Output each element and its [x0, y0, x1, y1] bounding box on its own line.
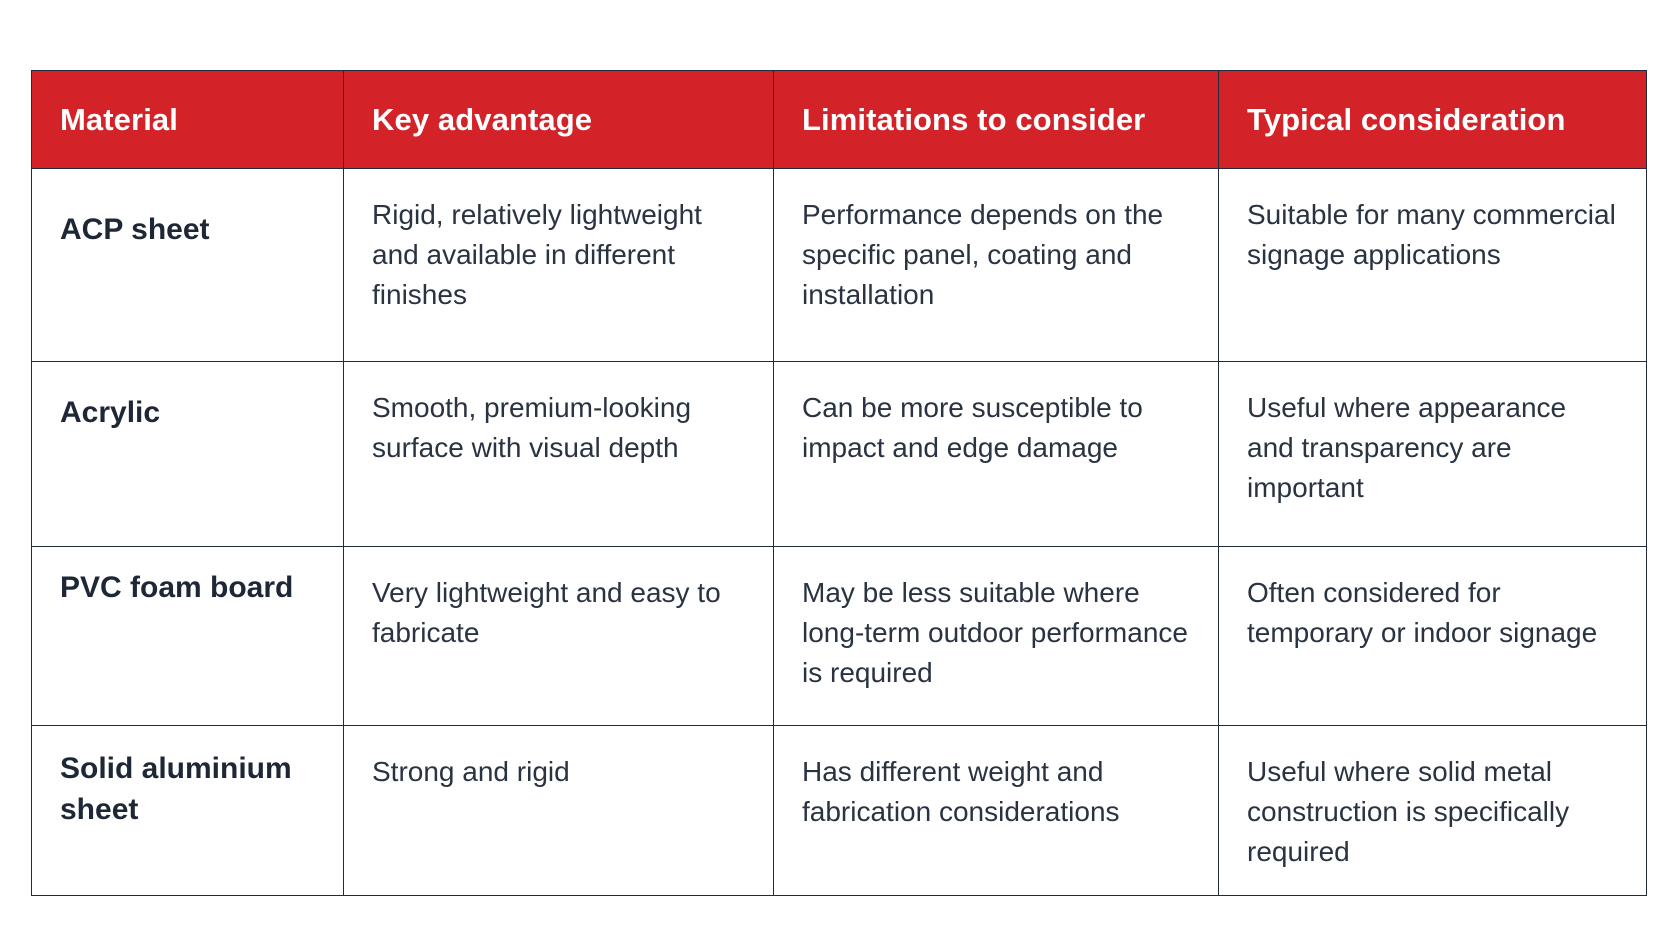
cell-consideration: Useful where solid metal construction is… [1218, 725, 1647, 896]
cell-advantage: Smooth, premium-looking surface with vis… [343, 361, 774, 547]
table-body: ACP sheet Rigid, relatively lightweight … [31, 168, 1647, 896]
cell-material: ACP sheet [31, 168, 344, 362]
cell-limitations: Performance depends on the specific pane… [773, 168, 1219, 362]
cell-material: Acrylic [31, 361, 344, 547]
table-row: Solid aluminium sheet Strong and rigid H… [31, 725, 1647, 896]
material-comparison-table: Material Key advantage Limitations to co… [31, 70, 1647, 896]
table-header: Material Key advantage Limitations to co… [31, 70, 1647, 169]
header-material: Material [31, 70, 344, 169]
comparison-table-container: Material Key advantage Limitations to co… [31, 70, 1647, 896]
cell-consideration: Useful where appearance and transparency… [1218, 361, 1647, 547]
header-row: Material Key advantage Limitations to co… [31, 70, 1647, 169]
cell-consideration: Often considered for temporary or indoor… [1218, 546, 1647, 726]
cell-material: Solid aluminium sheet [31, 725, 344, 896]
header-key-advantage: Key advantage [343, 70, 774, 169]
cell-limitations: Can be more susceptible to impact and ed… [773, 361, 1219, 547]
table-row: PVC foam board Very lightweight and easy… [31, 546, 1647, 726]
cell-advantage: Very lightweight and easy to fabricate [343, 546, 774, 726]
header-typical-consideration: Typical consideration [1218, 70, 1647, 169]
cell-consideration: Suitable for many commercial signage app… [1218, 168, 1647, 362]
cell-limitations: Has different weight and fabrication con… [773, 725, 1219, 896]
cell-limitations: May be less suitable where long-term out… [773, 546, 1219, 726]
header-limitations: Limitations to consider [773, 70, 1219, 169]
table-row: Acrylic Smooth, premium-looking surface … [31, 361, 1647, 547]
cell-material: PVC foam board [31, 546, 344, 726]
table-row: ACP sheet Rigid, relatively lightweight … [31, 168, 1647, 362]
cell-advantage: Strong and rigid [343, 725, 774, 896]
cell-advantage: Rigid, relatively lightweight and availa… [343, 168, 774, 362]
